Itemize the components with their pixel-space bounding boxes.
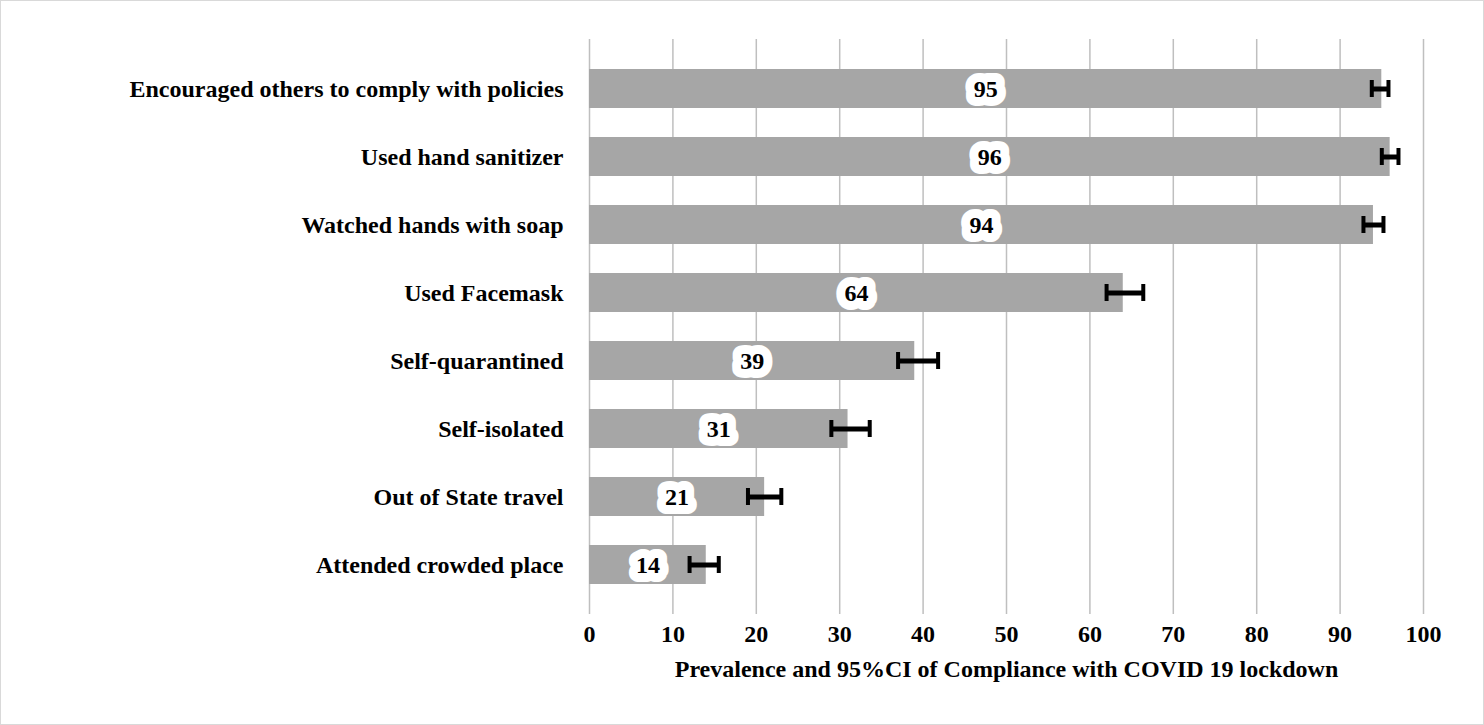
svg-text:Self-isolated: Self-isolated xyxy=(438,416,564,442)
svg-text:39: 39 xyxy=(740,348,764,374)
svg-text:Watched hands with soap: Watched hands with soap xyxy=(301,212,563,238)
svg-text:90: 90 xyxy=(1328,621,1352,647)
svg-text:95: 95 xyxy=(974,76,998,102)
svg-text:10: 10 xyxy=(661,621,685,647)
svg-text:Used Facemask: Used Facemask xyxy=(404,280,564,306)
svg-text:80: 80 xyxy=(1245,621,1269,647)
svg-text:14: 14 xyxy=(636,552,660,578)
svg-text:96: 96 xyxy=(978,144,1002,170)
svg-text:40: 40 xyxy=(911,621,935,647)
svg-text:94: 94 xyxy=(969,212,993,238)
svg-text:20: 20 xyxy=(744,621,768,647)
svg-text:64: 64 xyxy=(844,280,868,306)
svg-text:21: 21 xyxy=(665,484,689,510)
svg-text:70: 70 xyxy=(1161,621,1185,647)
svg-text:50: 50 xyxy=(995,621,1019,647)
svg-text:Self-quarantined: Self-quarantined xyxy=(390,348,564,374)
svg-text:Attended crowded place: Attended crowded place xyxy=(316,552,564,578)
svg-text:0: 0 xyxy=(584,621,596,647)
svg-text:31: 31 xyxy=(707,416,731,442)
svg-text:30: 30 xyxy=(828,621,852,647)
svg-text:Prevalence and 95%CI of Compli: Prevalence and 95%CI of Compliance with … xyxy=(675,656,1339,682)
svg-text:Out of State travel: Out of State travel xyxy=(374,484,564,510)
svg-text:Encouraged others to comply wi: Encouraged others to comply with policie… xyxy=(130,76,564,102)
svg-text:Used hand sanitizer: Used hand sanitizer xyxy=(361,144,564,170)
svg-text:100: 100 xyxy=(1406,621,1442,647)
svg-text:60: 60 xyxy=(1078,621,1102,647)
